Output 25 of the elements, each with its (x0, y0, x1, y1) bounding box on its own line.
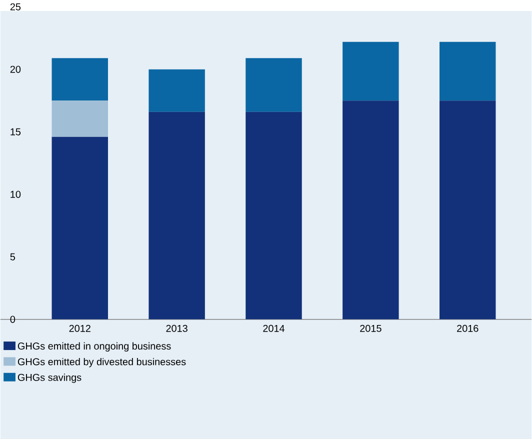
bar (440, 100, 496, 320)
bar (148, 112, 205, 320)
x-tick-label: 2015 (360, 324, 382, 332)
y-tick-label: 0 (10, 316, 16, 323)
bar (52, 100, 108, 137)
y-tick-label: 25 (10, 3, 21, 10)
legend-label: GHGs emitted by divested businesses (18, 358, 186, 368)
bar (342, 42, 399, 100)
y-tick-label: 15 (10, 128, 21, 136)
bar (342, 100, 399, 320)
x-tick-label: 2012 (69, 324, 90, 332)
bar (148, 69, 205, 112)
y-tick-label: 5 (10, 253, 16, 260)
y-tick-label: 10 (10, 190, 21, 198)
legend-label: GHGs emitted in ongoing business (18, 342, 171, 352)
bar (440, 42, 496, 100)
x-tick-label: 2014 (263, 324, 285, 332)
legend-label: GHGs savings (18, 373, 82, 383)
x-tick-label: 2016 (457, 324, 478, 332)
y-tick-label: 20 (10, 66, 21, 73)
bar (246, 112, 302, 320)
bar (52, 136, 108, 320)
bar (246, 58, 302, 112)
x-tick-label: 2013 (166, 324, 188, 332)
bar (52, 58, 108, 100)
